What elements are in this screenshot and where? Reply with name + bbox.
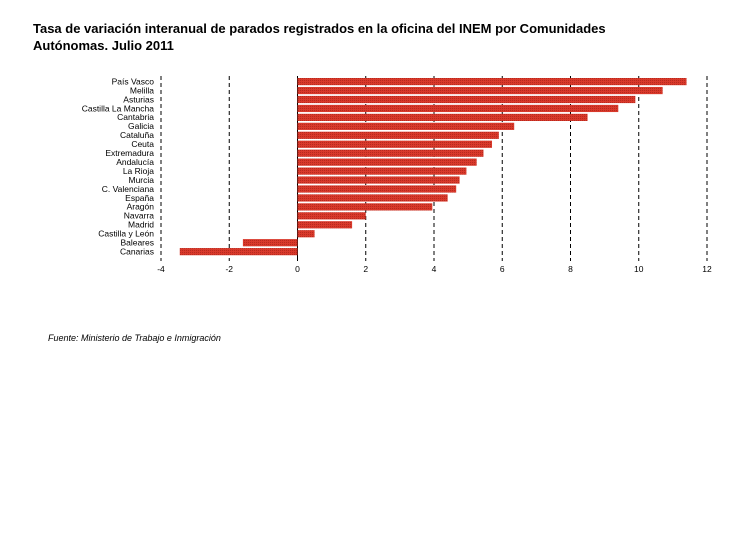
category-label: Canarias — [120, 246, 154, 256]
x-tick-label: 4 — [432, 264, 437, 274]
bar-4 — [297, 113, 588, 121]
category-label: País Vasco — [112, 76, 155, 86]
x-tick-label: 0 — [295, 264, 300, 274]
category-label: Cantabria — [117, 112, 154, 122]
bar-13 — [297, 194, 448, 202]
bar-12 — [297, 185, 457, 193]
category-label: C. Valenciana — [102, 184, 155, 194]
category-label: La Rioja — [123, 166, 154, 176]
bar-7 — [297, 140, 493, 148]
category-label: Ceuta — [131, 139, 154, 149]
bars — [179, 78, 687, 256]
x-tick-label: 2 — [363, 264, 368, 274]
x-tick-label: -4 — [157, 264, 165, 274]
category-label: Melilla — [130, 85, 154, 95]
bar-2 — [297, 95, 636, 104]
category-label: Castilla La Mancha — [82, 103, 155, 113]
category-label: España — [125, 193, 154, 203]
bar-18 — [242, 239, 298, 247]
category-label: Galicia — [128, 121, 154, 131]
bar-0 — [297, 78, 687, 86]
bar-11 — [297, 176, 460, 184]
bar-8 — [297, 149, 484, 157]
category-label: Asturias — [123, 94, 154, 104]
bar-15 — [297, 212, 366, 220]
category-label: Andalucía — [116, 157, 154, 167]
category-label: Baleares — [120, 238, 154, 248]
bar-19 — [179, 248, 298, 256]
bar-10 — [297, 167, 467, 175]
bar-1 — [297, 86, 663, 95]
category-label: Murcia — [128, 175, 154, 185]
source-note: Fuente: Ministerio de Trabajo e Inmigrac… — [48, 333, 221, 343]
x-tick-label: 10 — [634, 264, 644, 274]
chart-title: Tasa de variación interanual de parados … — [33, 21, 606, 53]
x-tick-label: 6 — [500, 264, 505, 274]
bar-5 — [297, 122, 515, 130]
x-axis-tick-labels: -4 -2 0 2 4 6 8 10 12 — [157, 264, 712, 274]
category-label: Extremadura — [105, 148, 154, 158]
category-label: Navarra — [124, 211, 155, 221]
category-label: Aragón — [127, 202, 155, 212]
x-tick-label: 12 — [702, 264, 712, 274]
bar-3 — [297, 104, 619, 113]
category-label: Castilla y León — [98, 229, 154, 239]
bar-17 — [297, 230, 315, 238]
category-label: Cataluña — [120, 130, 154, 140]
x-tick-label: 8 — [568, 264, 573, 274]
bar-16 — [297, 221, 353, 229]
bar-6 — [297, 131, 499, 139]
x-tick-label: -2 — [225, 264, 233, 274]
bar-9 — [297, 158, 477, 166]
category-label: Madrid — [128, 220, 154, 230]
bar-14 — [297, 203, 433, 211]
